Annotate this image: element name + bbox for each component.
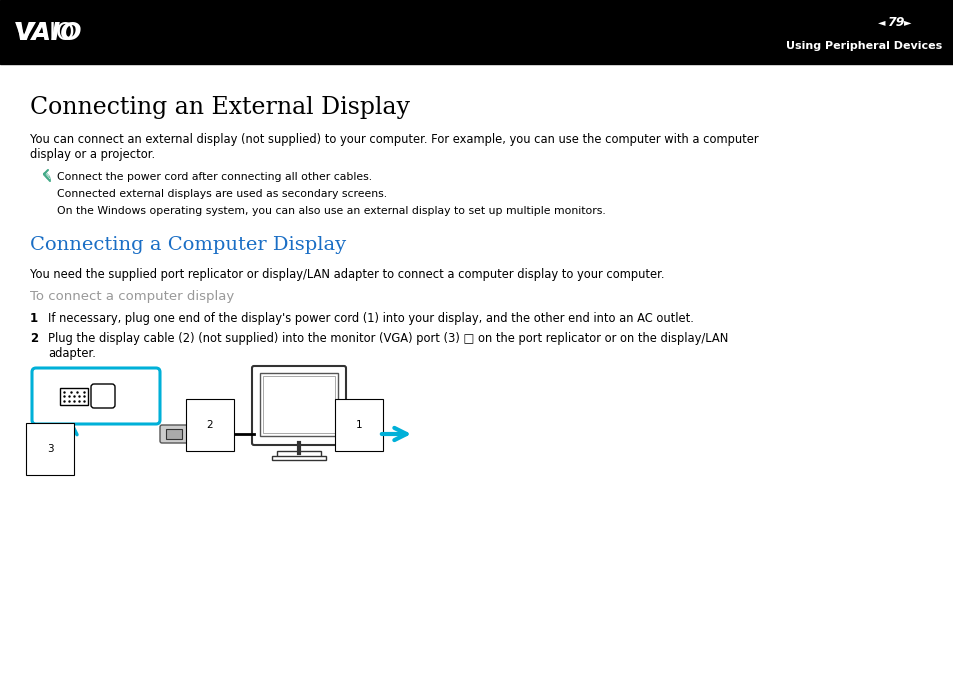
Text: Connected external displays are used as secondary screens.: Connected external displays are used as … <box>57 189 387 199</box>
FancyBboxPatch shape <box>91 384 115 408</box>
FancyBboxPatch shape <box>252 366 346 445</box>
Text: display or a projector.: display or a projector. <box>30 148 155 161</box>
Text: On the Windows operating system, you can also use an external display to set up : On the Windows operating system, you can… <box>57 206 605 216</box>
Text: ►: ► <box>903 18 910 28</box>
Text: ◄: ◄ <box>877 18 884 28</box>
Bar <box>166 429 182 439</box>
Text: You need the supplied port replicator or display/LAN adapter to connect a comput: You need the supplied port replicator or… <box>30 268 664 281</box>
Text: 1: 1 <box>355 420 362 430</box>
Text: Using Peripheral Devices: Using Peripheral Devices <box>785 41 941 51</box>
Bar <box>0 0 953 64</box>
Text: 2: 2 <box>207 420 213 430</box>
Text: ✎: ✎ <box>42 171 52 184</box>
Text: If necessary, plug one end of the display's power cord (1) into your display, an: If necessary, plug one end of the displa… <box>48 312 693 325</box>
Text: You can connect an external display (not supplied) to your computer. For example: You can connect an external display (not… <box>30 133 758 146</box>
Text: Connecting an External Display: Connecting an External Display <box>30 96 410 119</box>
Text: Connecting a Computer Display: Connecting a Computer Display <box>30 236 346 254</box>
Text: 79: 79 <box>886 16 903 29</box>
FancyBboxPatch shape <box>160 425 190 443</box>
Text: 1: 1 <box>30 312 38 325</box>
Bar <box>272 456 326 460</box>
Text: To connect a computer display: To connect a computer display <box>30 290 234 303</box>
Text: $\bf{V}$AIO: $\bf{V}$AIO <box>14 22 74 45</box>
Text: 2: 2 <box>30 332 38 345</box>
Text: VAIO: VAIO <box>14 22 81 45</box>
Bar <box>260 373 337 436</box>
Bar <box>276 451 320 457</box>
Bar <box>60 388 88 405</box>
Text: 3: 3 <box>47 444 53 454</box>
Text: Connect the power cord after connecting all other cables.: Connect the power cord after connecting … <box>57 172 372 182</box>
Bar <box>263 376 335 433</box>
FancyBboxPatch shape <box>32 368 160 424</box>
Text: Plug the display cable (2) (not supplied) into the monitor (VGA) port (3) □ on t: Plug the display cable (2) (not supplied… <box>48 332 727 345</box>
Text: adapter.: adapter. <box>48 347 95 360</box>
